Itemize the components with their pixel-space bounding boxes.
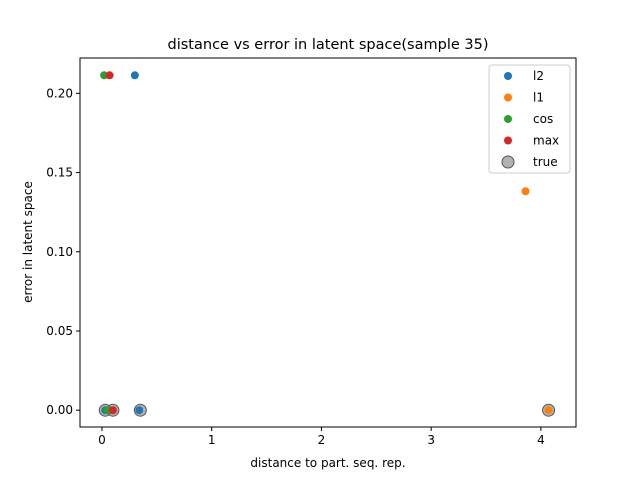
legend-label-cos: cos: [533, 112, 553, 126]
legend: l2 l1 cos max true: [488, 64, 571, 174]
chart-title: distance vs error in latent space(sample…: [168, 37, 489, 53]
points-layer: [98, 71, 556, 417]
point-l2: [130, 71, 139, 80]
point-max: [105, 71, 114, 80]
x-tick-label: 0: [98, 433, 106, 447]
y-tick-label: 0.00: [46, 403, 73, 417]
x-tick-label: 4: [537, 433, 545, 447]
point-l1: [521, 187, 530, 196]
plot-frame: [79, 57, 577, 428]
x-tick-label: 1: [208, 433, 216, 447]
point-l2: [135, 406, 144, 415]
point-l1: [544, 406, 553, 415]
y-tick-label: 0.20: [46, 86, 73, 100]
legend-label-max: max: [533, 134, 559, 148]
point-cos: [103, 406, 112, 415]
x-tick-label: 2: [318, 433, 326, 447]
legend-marker-true: [501, 155, 515, 169]
legend-marker-cos: [504, 115, 512, 123]
legend-marker-max: [504, 136, 512, 145]
legend-box: [488, 64, 571, 174]
y-tick-label: 0.15: [46, 166, 73, 180]
x-tick-label: 3: [427, 433, 435, 447]
legend-label-true: true: [533, 155, 558, 169]
axes-layer: 0 1 2 3 4 0.00 0.05 0.10 0.15 0.20: [46, 57, 577, 447]
y-tick-label: 0.05: [46, 324, 73, 338]
point-cos: [100, 71, 109, 80]
y-axis-label: error in latent space: [21, 181, 35, 303]
point-max: [108, 406, 117, 415]
x-axis-label: distance to part. seq. rep.: [250, 456, 405, 470]
legend-label-l2: l2: [533, 69, 544, 83]
legend-label-l1: l1: [533, 91, 544, 105]
y-tick-label: 0.10: [46, 245, 73, 259]
legend-marker-l1: [504, 93, 512, 102]
legend-marker-l2: [504, 72, 512, 80]
